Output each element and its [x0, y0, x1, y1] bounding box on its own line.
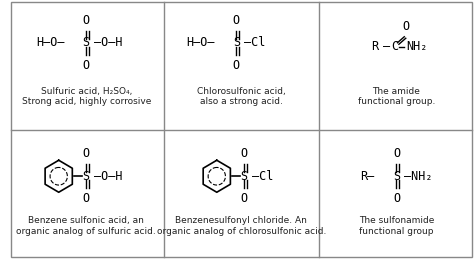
- Text: S: S: [233, 36, 240, 49]
- Text: Chlorosulfonic acid,
also a strong acid.: Chlorosulfonic acid, also a strong acid.: [197, 87, 286, 106]
- Text: O: O: [241, 192, 248, 205]
- Text: –Cl: –Cl: [244, 36, 265, 49]
- Text: Sulfuric acid, H₂SO₄,
Strong acid, highly corrosive: Sulfuric acid, H₂SO₄, Strong acid, highl…: [21, 87, 151, 106]
- Text: O: O: [241, 147, 248, 160]
- Text: R–: R–: [361, 170, 375, 183]
- Text: S: S: [241, 170, 248, 183]
- Text: Benzene sulfonic acid, an
organic analog of sulfuric acid.: Benzene sulfonic acid, an organic analog…: [16, 216, 156, 236]
- Text: Benzenesulfonyl chloride. An
organic analog of chlorosulfonic acid.: Benzenesulfonyl chloride. An organic ana…: [156, 216, 326, 236]
- Text: –O–H: –O–H: [94, 36, 123, 49]
- Text: C: C: [391, 40, 398, 53]
- Text: O: O: [393, 147, 400, 160]
- Text: O: O: [82, 59, 90, 72]
- Text: O: O: [233, 14, 240, 27]
- Text: The sulfonamide
functional group: The sulfonamide functional group: [359, 216, 434, 236]
- Text: O: O: [82, 192, 90, 205]
- Text: –O–H: –O–H: [94, 170, 123, 183]
- Text: O: O: [403, 20, 410, 33]
- Text: S: S: [393, 170, 400, 183]
- Text: O: O: [82, 147, 90, 160]
- Text: The amide
functional group.: The amide functional group.: [358, 87, 435, 106]
- Text: S: S: [82, 36, 90, 49]
- Text: O: O: [233, 59, 240, 72]
- Text: –Cl: –Cl: [252, 170, 273, 183]
- Text: H–O–: H–O–: [36, 36, 64, 49]
- Text: H–O–: H–O–: [186, 36, 215, 49]
- Text: O: O: [393, 192, 400, 205]
- Text: NH₂: NH₂: [406, 40, 428, 53]
- Text: R: R: [371, 40, 378, 53]
- Text: –NH₂: –NH₂: [404, 170, 433, 183]
- Text: –: –: [383, 40, 390, 53]
- Text: O: O: [82, 14, 90, 27]
- Text: S: S: [82, 170, 90, 183]
- FancyBboxPatch shape: [10, 2, 472, 257]
